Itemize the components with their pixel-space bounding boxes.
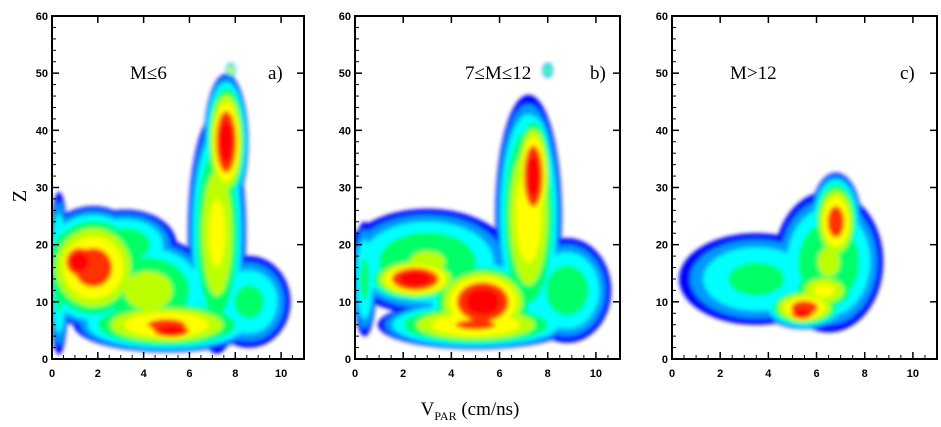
selection-label: 7≤M≤12: [465, 63, 531, 84]
x-tick-label: 2: [400, 368, 406, 380]
heatmap-contour-level-4: [124, 271, 173, 310]
heatmap-contour-level-3: [545, 265, 589, 316]
y-tick-label: 10: [36, 297, 48, 309]
x-tick-label: 6: [496, 368, 502, 380]
selection-label: M≤6: [130, 63, 167, 84]
x-tick-label: 4: [141, 368, 148, 380]
y-tick-label: 0: [345, 354, 351, 366]
y-tick-label: 60: [339, 11, 351, 23]
y-tick-label: 20: [656, 240, 668, 252]
heatmap-contour-level-5: [229, 68, 233, 73]
x-tick-label: 0: [49, 368, 55, 380]
x-tick-label: 8: [232, 368, 238, 380]
selection-label: M>12: [730, 63, 777, 84]
y-tick-label: 20: [339, 240, 351, 252]
panel-letter: a): [268, 63, 283, 84]
heatmap-contour-level-3: [728, 262, 785, 296]
x-axis-label-unit: (cm/ns): [457, 399, 520, 420]
x-tick-label: 2: [717, 368, 723, 380]
y-tick-label: 30: [656, 183, 668, 195]
heatmap-contour-level-7: [465, 288, 500, 315]
heatmap-contour-level-7: [795, 309, 810, 317]
y-tick-label: 50: [339, 68, 351, 80]
heatmap-contour-level-7: [159, 326, 184, 335]
heatmap-contour-level-7: [399, 271, 431, 287]
panel-letter: c): [900, 63, 915, 84]
y-tick-label: 30: [36, 183, 48, 195]
heatmap-field: [355, 63, 612, 350]
panel-c: 0 2 4 6 8 10 0 10 20 30 40 50 60 M>12 c): [656, 11, 938, 380]
y-tick-label: 40: [36, 125, 48, 137]
x-tick-label: 6: [186, 368, 192, 380]
heatmap-contour-level-3: [234, 285, 264, 319]
x-tick-label: 10: [907, 368, 919, 380]
y-axis-label: Z: [9, 190, 31, 202]
y-tick-label: 10: [656, 297, 668, 309]
heatmap-contour-level-5: [208, 199, 226, 268]
heatmap-contour-level-4: [817, 247, 840, 277]
heatmap-contour-level-7: [219, 121, 233, 163]
x-axis-label: VPAR (cm/ns): [421, 399, 520, 423]
heatmap-contour-level-7: [527, 155, 540, 197]
x-tick-label: 0: [352, 368, 358, 380]
panel-b: 0 2 4 6 8 10 0 10 20 30 40 50 60 7≤M≤12 b): [339, 11, 621, 380]
heatmap-field: [52, 63, 291, 355]
heatmap-contour-level-5: [813, 283, 835, 298]
x-tick-label: 4: [448, 368, 455, 380]
heatmap-contour-level-6: [455, 319, 496, 330]
y-tick-label: 10: [339, 297, 351, 309]
heatmap-contour-level-6: [827, 206, 845, 238]
y-tick-label: 50: [36, 68, 48, 80]
x-tick-label: 2: [95, 368, 101, 380]
y-tick-label: 40: [656, 125, 668, 137]
panel-a: 0 2 4 6 8 10 0 10 20 30 40 50 60 M≤6 a): [36, 11, 305, 380]
heatmap-contour-level-7: [70, 252, 89, 272]
x-tick-label: 8: [545, 368, 551, 380]
x-axis-label-subscript: PAR: [434, 409, 456, 423]
x-tick-label: 8: [862, 368, 868, 380]
y-tick-label: 60: [36, 11, 48, 23]
heatmap-contour-level-3: [360, 258, 369, 300]
y-tick-label: 0: [42, 354, 48, 366]
y-tick-label: 0: [662, 354, 668, 366]
y-tick-label: 50: [656, 68, 668, 80]
y-tick-label: 40: [339, 125, 351, 137]
x-tick-label: 6: [813, 368, 819, 380]
heatmap-contour-level-4: [546, 68, 549, 72]
x-tick-label: 0: [669, 368, 675, 380]
x-axis-label-main: V: [421, 399, 435, 420]
y-tick-label: 60: [656, 11, 668, 23]
y-tick-label: 20: [36, 240, 48, 252]
heatmap-field: [679, 172, 884, 333]
y-tick-label: 30: [339, 183, 351, 195]
x-tick-label: 10: [590, 368, 602, 380]
x-tick-label: 4: [765, 368, 772, 380]
x-tick-label: 10: [275, 368, 287, 380]
panel-letter: b): [590, 63, 606, 84]
